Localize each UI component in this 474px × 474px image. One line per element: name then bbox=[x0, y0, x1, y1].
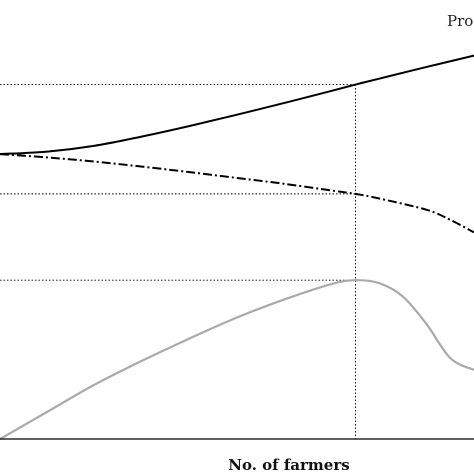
series-group bbox=[0, 54, 474, 440]
guide-lines bbox=[0, 84, 356, 439]
series-line-2 bbox=[0, 153, 474, 234]
series-line-3 bbox=[0, 279, 474, 440]
top-right-annotation: Pro bbox=[447, 12, 473, 30]
series-line-1 bbox=[0, 54, 474, 156]
x-axis-label: No. of farmers bbox=[228, 456, 349, 474]
